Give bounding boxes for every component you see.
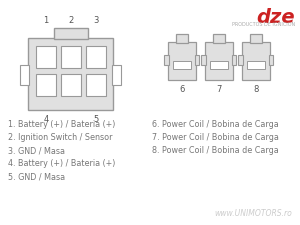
- Text: PRODUCTOS DE IGNICION: PRODUCTOS DE IGNICION: [232, 22, 295, 27]
- Bar: [242, 42, 270, 80]
- Bar: [36, 46, 56, 68]
- Bar: [210, 61, 228, 69]
- Text: www.UNIMOTORS.ro: www.UNIMOTORS.ro: [214, 209, 292, 218]
- Bar: [86, 74, 106, 96]
- Text: 2: 2: [68, 16, 74, 25]
- Bar: [86, 46, 106, 68]
- Text: 8: 8: [253, 85, 259, 94]
- Text: 7. Power Coil / Bobina de Carga: 7. Power Coil / Bobina de Carga: [152, 133, 279, 142]
- Bar: [247, 61, 265, 69]
- Bar: [112, 65, 121, 85]
- Text: dze: dze: [256, 8, 295, 27]
- Text: 3. GND / Masa: 3. GND / Masa: [8, 146, 65, 155]
- Text: 6: 6: [179, 85, 185, 94]
- Bar: [28, 38, 113, 110]
- Bar: [61, 74, 81, 96]
- Text: 5. GND / Masa: 5. GND / Masa: [8, 172, 65, 181]
- Text: 1: 1: [44, 16, 49, 25]
- Text: 1. Battery (+) / Bateria (+): 1. Battery (+) / Bateria (+): [8, 120, 115, 129]
- Bar: [173, 61, 191, 69]
- Bar: [20, 65, 29, 85]
- Bar: [213, 34, 225, 43]
- Text: 7: 7: [216, 85, 222, 94]
- Bar: [176, 34, 188, 43]
- Bar: [205, 42, 233, 80]
- Text: 2. Ignition Switch / Sensor: 2. Ignition Switch / Sensor: [8, 133, 112, 142]
- Bar: [61, 46, 81, 68]
- Bar: [53, 28, 88, 39]
- Text: 6. Power Coil / Bobina de Carga: 6. Power Coil / Bobina de Carga: [152, 120, 279, 129]
- Bar: [195, 55, 199, 65]
- Text: 4. Battery (+) / Bateria (+): 4. Battery (+) / Bateria (+): [8, 159, 115, 168]
- Bar: [168, 42, 196, 80]
- Text: 4: 4: [44, 115, 49, 124]
- Bar: [164, 55, 169, 65]
- Text: 5: 5: [93, 115, 99, 124]
- Bar: [269, 55, 273, 65]
- Bar: [201, 55, 206, 65]
- Bar: [232, 55, 236, 65]
- Text: 8. Power Coil / Bobina de Carga: 8. Power Coil / Bobina de Carga: [152, 146, 279, 155]
- Bar: [36, 74, 56, 96]
- Text: 3: 3: [93, 16, 99, 25]
- Bar: [250, 34, 262, 43]
- Bar: [238, 55, 243, 65]
